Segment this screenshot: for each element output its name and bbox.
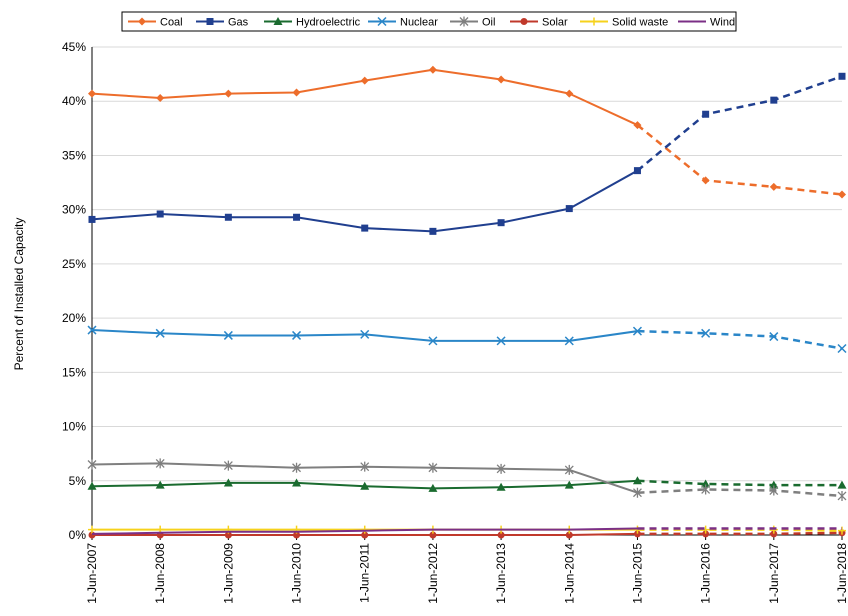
legend-label: Oil (482, 17, 495, 29)
data-point (565, 90, 573, 98)
axes (92, 47, 842, 540)
data-point (838, 344, 846, 352)
series-solar (89, 529, 846, 538)
y-tick-label: 40% (62, 94, 86, 108)
series-coal (88, 66, 846, 199)
x-tick-label: 1-Jun-2009 (221, 543, 235, 604)
series-gas (89, 73, 846, 235)
series-line-projected (638, 530, 843, 531)
x-tick-label: 1-Jun-2014 (562, 543, 576, 604)
y-tick-label: 15% (62, 365, 86, 379)
data-point (770, 183, 778, 191)
data-point (429, 66, 437, 74)
data-point (839, 73, 846, 80)
data-point (498, 219, 505, 226)
series-line-actual (92, 171, 638, 232)
y-tick-label: 20% (62, 311, 86, 325)
y-tick-labels: 0% 5% 10% 15% 20% 25% 30% 35% 40% 45% (62, 40, 86, 542)
y-tick-label: 45% (62, 40, 86, 54)
series-line-projected (638, 490, 843, 497)
x-tick-label: 1-Jun-2018 (835, 543, 848, 604)
x-tick-label: 1-Jun-2013 (494, 543, 508, 604)
legend-label: Gas (228, 17, 249, 29)
data-point (566, 205, 573, 212)
legend-label: Wind (710, 17, 735, 29)
x-tick-label: 1-Jun-2010 (290, 543, 304, 604)
data-point (770, 97, 777, 104)
data-point (89, 216, 96, 223)
y-tick-label: 35% (62, 148, 86, 162)
y-tick-label: 0% (69, 528, 87, 542)
data-point (157, 211, 164, 218)
series-oil (88, 458, 846, 501)
x-tick-labels: 1-Jun-2007 1-Jun-2008 1-Jun-2009 1-Jun-2010… (85, 543, 848, 604)
data-point (497, 76, 505, 84)
x-tick-label: 1-Jun-2008 (153, 543, 167, 604)
data-point (207, 18, 214, 25)
series-hydroelectric (88, 476, 847, 492)
x-tick-label: 1-Jun-2012 (426, 543, 440, 604)
series-line-projected (638, 481, 843, 485)
x-tick-label: 1-Jun-2016 (699, 543, 713, 604)
data-point (293, 214, 300, 221)
data-point (702, 111, 709, 118)
legend-label: Coal (160, 17, 183, 29)
y-tick-label: 10% (62, 420, 86, 434)
legend: Coal Gas Hydroelectric Nuclear Oil Solar Solid… (122, 12, 736, 31)
data-point (224, 90, 232, 98)
data-point (429, 228, 436, 235)
data-point (838, 491, 846, 501)
data-point (361, 225, 368, 232)
series-nuclear (88, 326, 846, 352)
data-point (521, 18, 528, 25)
series-line-projected (638, 125, 843, 194)
data-point (293, 89, 301, 97)
data-point (88, 526, 96, 534)
series-lines (88, 66, 847, 539)
y-tick-label: 30% (62, 203, 86, 217)
x-tick-label: 1-Jun-2011 (358, 543, 372, 603)
x-tick-label: 1-Jun-2017 (767, 543, 781, 604)
legend-label: Solid waste (612, 17, 668, 29)
x-tick-label: 1-Jun-2007 (85, 543, 99, 604)
series-line-projected (638, 331, 843, 348)
y-axis-title: Percent of Installed Capacity (12, 218, 26, 371)
data-point (361, 526, 369, 534)
data-point (634, 167, 641, 174)
legend-label: Solar (542, 17, 568, 29)
data-point (838, 190, 846, 198)
series-line-projected (638, 533, 843, 534)
data-point (361, 77, 369, 85)
legend-label: Nuclear (400, 17, 438, 29)
legend-label: Hydroelectric (296, 17, 361, 29)
x-tick-label: 1-Jun-2015 (630, 543, 644, 604)
data-point (838, 481, 847, 489)
series-line-projected (638, 76, 843, 170)
data-point (702, 176, 710, 184)
gridlines (92, 47, 842, 481)
data-point (225, 214, 232, 221)
y-tick-label: 5% (69, 474, 87, 488)
y-tick-label: 25% (62, 257, 86, 271)
data-point (88, 90, 96, 98)
